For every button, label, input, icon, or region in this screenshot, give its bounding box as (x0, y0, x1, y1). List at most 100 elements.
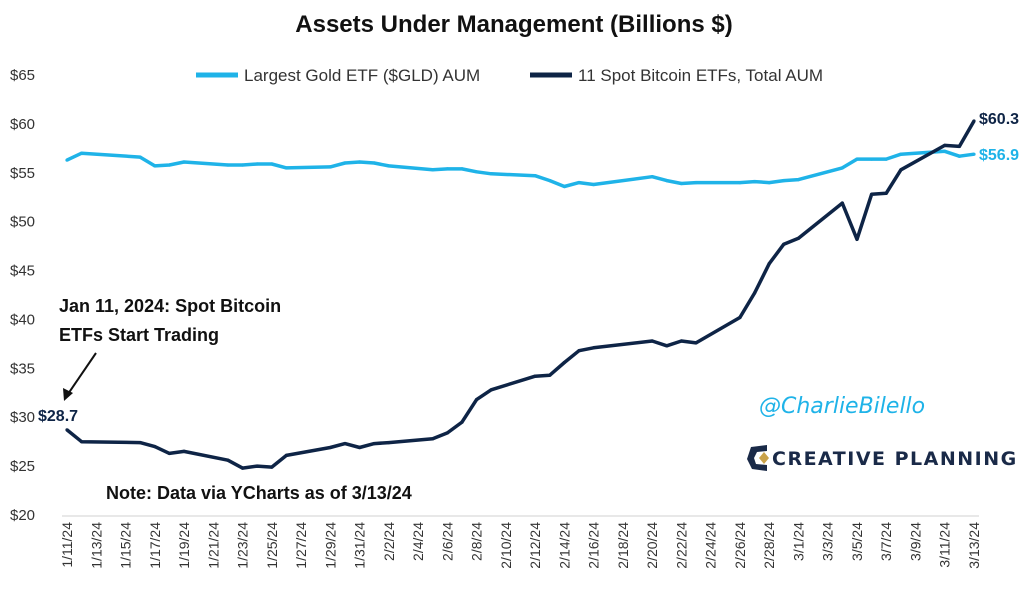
x-tick-label: 3/5/24 (849, 522, 865, 561)
data-point-bitcoin (840, 201, 844, 205)
data-point-gold (387, 164, 391, 168)
y-tick-label: $65 (10, 67, 35, 84)
x-tick-label: 3/1/24 (790, 522, 806, 561)
data-point-gold (577, 181, 581, 185)
x-tick-label: 1/13/24 (88, 522, 104, 569)
brand-logo: CREATIVE PLANNING (747, 445, 1018, 471)
data-point-bitcoin (782, 242, 786, 246)
data-point-bitcoin (665, 344, 669, 348)
data-point-gold (650, 175, 654, 179)
data-point-gold (870, 157, 874, 161)
data-point-gold (562, 184, 567, 189)
data-point-bitcoin (167, 451, 171, 455)
data-points (65, 119, 976, 470)
y-tick-label: $40 (10, 311, 35, 328)
data-point-bitcoin (533, 374, 537, 378)
x-tick-label: 2/8/24 (469, 522, 485, 561)
data-point-bitcoin (650, 339, 654, 343)
data-point-bitcoin (972, 119, 976, 123)
data-point-gold (65, 158, 69, 162)
data-point-gold (226, 163, 230, 167)
data-point-gold (445, 167, 449, 171)
source-note: Note: Data via YCharts as of 3/13/24 (106, 483, 412, 503)
data-point-gold (957, 154, 962, 158)
gold-end-label: $56.9 (979, 147, 1019, 164)
data-point-gold (665, 179, 669, 183)
data-point-gold (343, 161, 347, 165)
data-point-bitcoin (957, 144, 962, 148)
x-tick-label: 2/12/24 (527, 522, 543, 569)
data-point-gold (738, 181, 742, 185)
data-point-bitcoin (372, 442, 376, 446)
data-point-bitcoin (431, 437, 435, 441)
data-point-gold (167, 163, 171, 167)
author-handle: @CharlieBilello (759, 394, 925, 419)
data-point-bitcoin (592, 346, 596, 350)
legend-label-bitcoin: 11 Spot Bitcoin ETFs, Total AUM (578, 66, 823, 85)
start-note-line2: ETFs Start Trading (59, 325, 219, 345)
x-tick-label: 1/21/24 (205, 522, 221, 569)
x-tick-label: 1/31/24 (352, 522, 368, 569)
data-point-bitcoin (387, 441, 391, 445)
data-point-bitcoin (270, 465, 274, 469)
data-point-bitcoin (284, 453, 288, 457)
data-point-gold (475, 170, 479, 174)
data-point-gold (694, 181, 698, 185)
data-point-bitcoin (358, 445, 362, 450)
data-point-gold (240, 163, 245, 167)
brand-name: CREATIVE PLANNING (772, 448, 1018, 470)
data-point-gold (270, 162, 274, 166)
x-tick-label: 2/22/24 (673, 522, 689, 569)
data-point-gold (358, 160, 362, 164)
data-point-gold (855, 157, 859, 161)
data-point-gold (548, 179, 552, 183)
x-tick-label: 2/10/24 (498, 522, 514, 569)
data-point-bitcoin (80, 440, 84, 444)
data-point-gold (767, 181, 771, 185)
x-tick-label: 1/15/24 (118, 522, 134, 569)
start-note-line1: Jan 11, 2024: Spot Bitcoin (59, 296, 281, 316)
data-point-bitcoin (460, 420, 464, 424)
data-point-bitcoin (943, 143, 947, 147)
data-point-bitcoin (767, 262, 771, 266)
start-note-arrow-head (63, 388, 73, 401)
x-tick-label: 2/24/24 (703, 522, 719, 569)
data-point-gold (80, 151, 84, 155)
data-point-gold (372, 161, 376, 165)
data-point-gold (972, 152, 976, 156)
data-point-gold (182, 160, 186, 164)
y-tick-label: $35 (10, 360, 35, 377)
legend: Largest Gold ETF ($GLD) AUM 11 Spot Bitc… (196, 66, 823, 85)
x-tick-label: 2/14/24 (556, 522, 572, 569)
data-point-bitcoin (753, 291, 757, 295)
x-tick-label: 1/11/24 (59, 522, 75, 568)
data-point-gold (840, 166, 844, 170)
data-point-bitcoin (870, 192, 874, 196)
x-tick-label: 2/6/24 (439, 522, 455, 561)
data-point-bitcoin (548, 373, 552, 377)
data-point-gold (884, 157, 888, 161)
data-point-gold (460, 167, 464, 171)
y-tick-label: $55 (10, 165, 35, 182)
data-point-bitcoin (694, 341, 698, 345)
data-point-gold (592, 182, 596, 187)
data-point-bitcoin (679, 339, 684, 343)
data-point-bitcoin (240, 466, 245, 470)
data-point-gold (255, 162, 259, 166)
data-point-gold (679, 181, 684, 186)
x-tick-label: 2/18/24 (615, 522, 631, 569)
y-tick-label: $45 (10, 263, 35, 280)
data-point-bitcoin (138, 441, 142, 445)
data-point-gold (153, 164, 157, 168)
y-tick-label: $25 (10, 458, 35, 475)
x-tick-label: 2/20/24 (644, 522, 660, 569)
x-tick-label: 2/28/24 (761, 522, 777, 569)
x-tick-label: 3/7/24 (878, 522, 894, 561)
x-tick-label: 2/4/24 (410, 522, 426, 561)
series-line-gold (66, 149, 975, 189)
bitcoin-end-label: $60.3 (979, 111, 1019, 128)
data-point-bitcoin (577, 349, 581, 353)
legend-label-gold: Largest Gold ETF ($GLD) AUM (244, 66, 480, 85)
y-axis: $20 $25 $30 $35 $40 $45 $50 $55 $60 $65 (10, 67, 35, 524)
